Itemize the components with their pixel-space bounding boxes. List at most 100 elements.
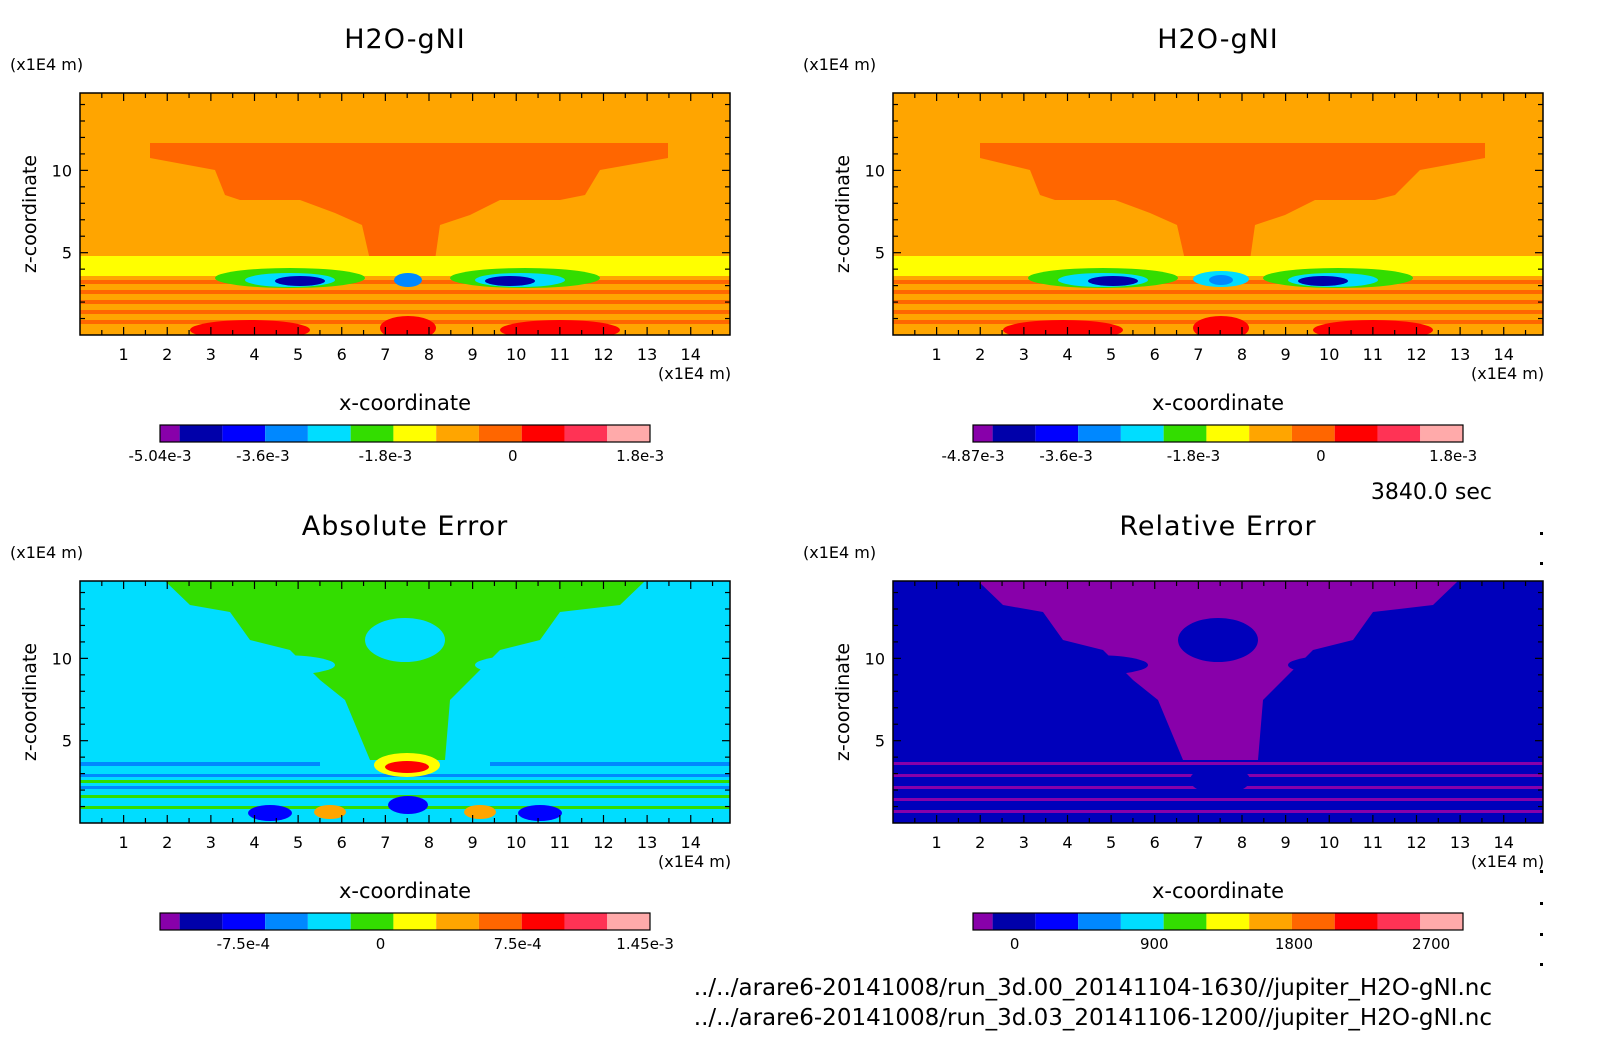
x-unit-label: (x1E4 m) — [1471, 364, 1544, 383]
separator-dot — [1540, 870, 1543, 873]
plot-frame — [79, 580, 731, 824]
colorbar: -4.87e-3 -3.6e-3 -1.8e-3 0 1.8e-3 — [942, 424, 1477, 465]
y-tick-label: 5 — [62, 732, 72, 751]
colorbar-frame — [159, 912, 651, 931]
colorbar-swatch — [1291, 425, 1335, 442]
colorbar-tick-label: 900 — [1140, 935, 1169, 953]
y-tick-label: 5 — [875, 732, 885, 751]
y-axis-label: z-coordinate — [19, 643, 41, 761]
colorbar-swatch — [1249, 913, 1292, 930]
x-unit-label: (x1E4 m) — [658, 852, 731, 871]
x-axis-label: x-coordinate — [339, 879, 471, 903]
plume-region — [150, 143, 668, 268]
y-unit-label: (x1E4 m) — [803, 543, 876, 562]
x-tick-label: 13 — [637, 833, 657, 852]
x-tick-label: 1 — [119, 345, 129, 364]
colorbar-swatch — [393, 425, 437, 442]
x-tick-label: 2 — [975, 345, 985, 364]
x-tick-label: 9 — [1281, 833, 1291, 852]
x-tick-marks — [101, 581, 714, 823]
x-tick-label: 13 — [1450, 833, 1470, 852]
x-axis-label: x-coordinate — [1152, 879, 1284, 903]
colorbar-swatch — [1120, 425, 1164, 442]
colorbar-tick-label: -1.8e-3 — [1167, 447, 1220, 465]
error-structure — [978, 581, 1458, 760]
colorbar-tick-label: 0 — [1316, 447, 1326, 465]
heatmap-field — [80, 93, 730, 335]
colorbar-frame — [972, 912, 1464, 931]
colorbar-swatch — [436, 425, 479, 442]
y-axis-label: z-coordinate — [832, 155, 854, 273]
colorbar-swatch — [1249, 425, 1292, 442]
y-axis-label: z-coordinate — [19, 155, 41, 273]
plot-frame — [79, 92, 731, 336]
colorbar-swatch — [1206, 913, 1250, 930]
x-tick-marks — [914, 581, 1527, 823]
y-tick-label: 5 — [875, 244, 885, 263]
panel-h2o-gni-run00: H2O-gNI (x1E4 m) z-coordinate — [10, 24, 731, 465]
x-unit-label: (x1E4 m) — [658, 364, 731, 383]
colorbar-swatch — [607, 913, 650, 930]
x-tick-label: 1 — [932, 345, 942, 364]
x-tick-label: 3 — [206, 833, 216, 852]
colorbar-swatch — [607, 425, 650, 442]
footer-file-path-1: ../../arare6-20141008/run_3d.00_20141104… — [693, 975, 1492, 1001]
x-axis-label: x-coordinate — [339, 391, 471, 415]
x-tick-label: 5 — [1106, 345, 1116, 364]
y-tick-marks: 5 10 — [52, 103, 730, 320]
colorbar-tick-label: 7.5e-4 — [494, 935, 542, 953]
y-tick-label: 5 — [62, 244, 72, 263]
colorbar-swatch — [564, 913, 608, 930]
colorbar-swatch — [973, 425, 993, 442]
x-tick-label: 8 — [1237, 345, 1247, 364]
colorbar-swatch — [1291, 913, 1335, 930]
colorbar-swatch — [1420, 425, 1463, 442]
y-unit-label: (x1E4 m) — [803, 55, 876, 74]
colorbar-swatch — [393, 913, 437, 930]
colorbar-tick-label: -3.6e-3 — [1039, 447, 1092, 465]
x-tick-label: 7 — [1193, 833, 1203, 852]
y-unit-label: (x1E4 m) — [10, 55, 83, 74]
time-label: 3840.0 sec — [1370, 480, 1492, 505]
colorbar-swatch — [1120, 913, 1164, 930]
colorbar: 0 900 1800 2700 — [972, 912, 1464, 953]
y-tick-marks: 5 10 — [865, 591, 1543, 808]
colorbar-swatch — [179, 913, 223, 930]
x-tick-label: 10 — [506, 833, 526, 852]
colorbar-swatch — [222, 425, 266, 442]
colorbar-swatch — [1163, 425, 1207, 442]
colorbar-tick-label: -7.5e-4 — [217, 935, 270, 953]
footer-file-path-2: ../../arare6-20141008/run_3d.03_20141106… — [693, 1005, 1492, 1031]
colorbar-tick-label: 1.8e-3 — [616, 447, 664, 465]
colorbar: -7.5e-4 0 7.5e-4 1.45e-3 — [159, 912, 674, 953]
y-tick-label: 10 — [865, 649, 885, 668]
x-axis-label: x-coordinate — [1152, 391, 1284, 415]
heatmap-field — [80, 581, 730, 823]
x-tick-label: 13 — [637, 345, 657, 364]
x-tick-labels: 1 2 3 4 5 6 7 8 9 10 11 12 13 14 — [119, 345, 701, 364]
colorbar-frame — [972, 424, 1464, 443]
colorbar-swatch — [1334, 425, 1378, 442]
x-tick-label: 11 — [1363, 345, 1383, 364]
colorbar-frame — [159, 424, 651, 443]
colorbar-swatch — [564, 425, 608, 442]
colorbar-swatch — [307, 425, 351, 442]
colorbar-swatch — [478, 913, 522, 930]
colorbar-swatch — [160, 913, 180, 930]
colorbar-swatch — [1334, 913, 1378, 930]
colorbar-swatch — [265, 913, 308, 930]
separator-dot — [1540, 532, 1543, 535]
colorbar-swatch — [521, 425, 565, 442]
x-tick-label: 7 — [380, 345, 390, 364]
x-tick-label: 7 — [380, 833, 390, 852]
x-tick-label: 8 — [1237, 833, 1247, 852]
x-tick-label: 11 — [1363, 833, 1383, 852]
x-tick-label: 8 — [424, 833, 434, 852]
colorbar-tick-label: -1.8e-3 — [359, 447, 412, 465]
plot-frame — [892, 580, 1544, 824]
x-tick-label: 12 — [593, 833, 613, 852]
separator-dot — [1540, 562, 1543, 565]
colorbar-tick-label: 1.45e-3 — [616, 935, 674, 953]
x-tick-labels: 1 2 3 4 5 6 7 8 9 10 11 12 13 14 — [119, 833, 701, 852]
